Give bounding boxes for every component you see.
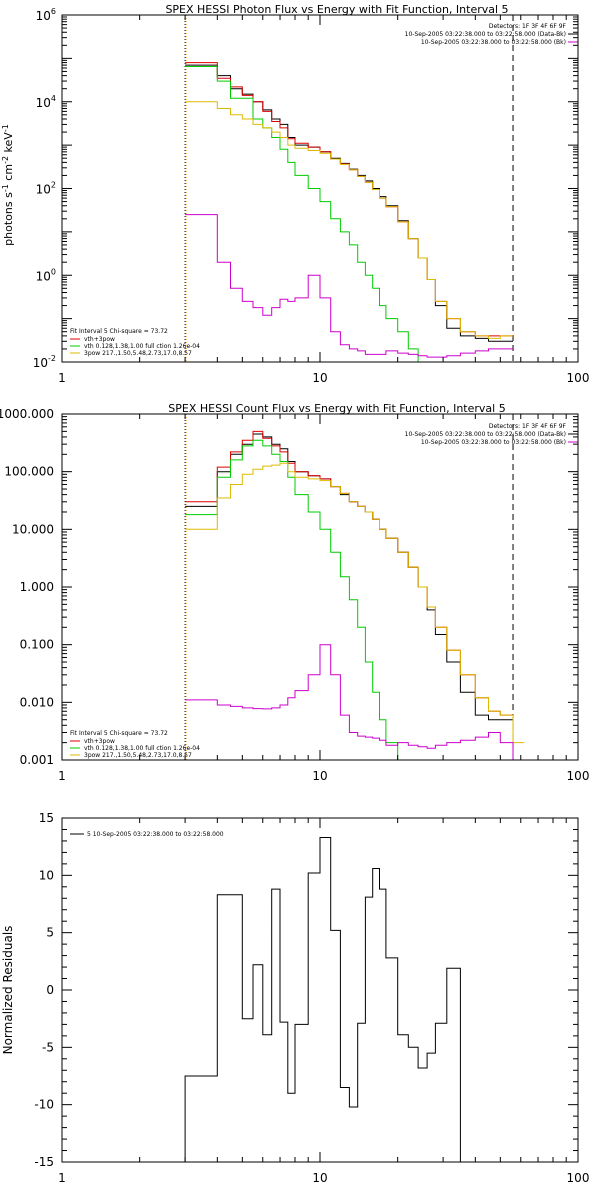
count-flux-x-tick-label: 10 (312, 769, 327, 783)
legend-label-vth: vth 0.128,1.38,1.00 full ction 1.26e-04 (84, 745, 200, 752)
count-flux-series-bk (185, 644, 525, 760)
legend-detectors: Detectors: 1F 3F 4F 6F 9F (489, 23, 567, 30)
residuals-y-tick-label: -10 (34, 1098, 54, 1112)
count-flux-panel: SPEX HESSI Count Flux vs Energy with Fit… (0, 402, 589, 783)
count-flux-series-3pow (185, 462, 525, 744)
count-flux-y-tick-label: 0.001 (20, 753, 54, 767)
photon-flux-title: SPEX HESSI Photon Flux vs Energy with Fi… (165, 3, 508, 16)
residuals-x-tick-label: 10 (312, 1171, 327, 1185)
count-flux-y-tick-label: 0.010 (20, 695, 54, 709)
count-flux-series-vth (185, 439, 525, 760)
residuals-y-tick-label: -15 (34, 1155, 54, 1169)
residuals-y-tick-label: 0 (46, 983, 54, 997)
photon-flux-x-tick-label: 1 (58, 371, 66, 385)
residuals-y-axis-label: Normalized Residuals (1, 926, 15, 1055)
photon-flux-x-tick-label: 10 (312, 371, 327, 385)
photon-flux-series-vth (185, 66, 428, 362)
legend-bk: 10-Sep-2005 03:22:38.000 to 03:22:58.000… (421, 39, 566, 46)
photon-flux-y-tick-label: 102 (36, 181, 56, 197)
legend-fit-interval: Fit Interval 5 Chi-square = 73.72 (70, 328, 168, 335)
photon-flux-y-tick-label: 104 (36, 94, 56, 110)
count-flux-y-tick-label: 10.000 (12, 522, 54, 536)
count-flux-title: SPEX HESSI Count Flux vs Energy with Fit… (168, 402, 505, 415)
count-flux-y-tick-label: 1.000 (20, 580, 54, 594)
legend-label-vth-3pow: vth+3pow (84, 738, 115, 745)
photon-flux-series-3pow (185, 101, 513, 339)
legend-label-vth: vth 0.128,1.38,1.00 full ction 1.26e-04 (84, 343, 200, 350)
residuals-legend: 5 10-Sep-2005 03:22:38.000 to 03:22:58.0… (70, 831, 224, 838)
legend-data-bk: 10-Sep-2005 03:22:38.000 to 03:22:58.000… (405, 431, 566, 438)
photon-flux-y-tick-label: 10-2 (33, 354, 56, 370)
count-flux-legend-right: Detectors: 1F 3F 4F 6F 9F 10-Sep-2005 03… (405, 423, 578, 446)
count-flux-y-tick-label: 1000.000 (0, 407, 54, 421)
photon-flux-panel: SPEX HESSI Photon Flux vs Energy with Fi… (1, 3, 589, 385)
photon-flux-y-axis-label: photons s-1 cm-2 keV-1 (1, 124, 15, 246)
residuals-x-tick-label: 1 (58, 1171, 66, 1185)
count-flux-y-tick-label: 0.100 (20, 638, 54, 652)
count-flux-series-group (185, 430, 525, 760)
residuals-series-residual (184, 837, 461, 1162)
residuals-legend-label: 5 10-Sep-2005 03:22:38.000 to 03:22:58.0… (87, 831, 224, 838)
count-flux-x-tick-label: 100 (567, 769, 590, 783)
residuals-y-tick-label: 5 (46, 926, 54, 940)
legend-detectors: Detectors: 1F 3F 4F 6F 9F (489, 423, 567, 430)
photon-flux-x-tick-label: 100 (567, 371, 590, 385)
photon-flux-y-tick-label: 106 (36, 7, 56, 23)
legend-label-vth-3pow: vth+3pow (84, 336, 115, 343)
legend-data-bk: 10-Sep-2005 03:22:38.000 to 03:22:58.000… (405, 31, 566, 38)
count-flux-legend-left: Fit Interval 5 Chi-square = 73.72 vth+3p… (70, 730, 200, 759)
photon-flux-legend-right: Detectors: 1F 3F 4F 6F 9F 10-Sep-2005 03… (405, 23, 578, 46)
photon-flux-legend-left: Fit Interval 5 Chi-square = 73.72 vth+3p… (70, 328, 200, 357)
residuals-y-tick-label: 10 (39, 868, 54, 882)
residuals-series-group (184, 837, 461, 1162)
legend-fit-interval: Fit Interval 5 Chi-square = 73.72 (70, 730, 168, 737)
photon-flux-y-tick-label: 100 (36, 267, 56, 283)
count-flux-y-tick-label: 100.000 (4, 465, 54, 479)
legend-label-3pow: 3pow 217.,1.50,5.48,2.73,17.0,8.57 (84, 752, 192, 759)
count-flux-x-tick-label: 1 (58, 769, 66, 783)
residuals-x-tick-label: 100 (567, 1171, 590, 1185)
residuals-panel: Normalized Residuals 5 10-Sep-2005 03:22… (1, 811, 589, 1185)
residuals-y-tick-label: 15 (39, 811, 54, 825)
legend-label-3pow: 3pow 217.,1.50,5.48,2.73,17.0,8.57 (84, 350, 192, 357)
residuals-y-tick-label: -5 (42, 1040, 54, 1054)
legend-bk: 10-Sep-2005 03:22:38.000 to 03:22:58.000… (421, 439, 566, 446)
